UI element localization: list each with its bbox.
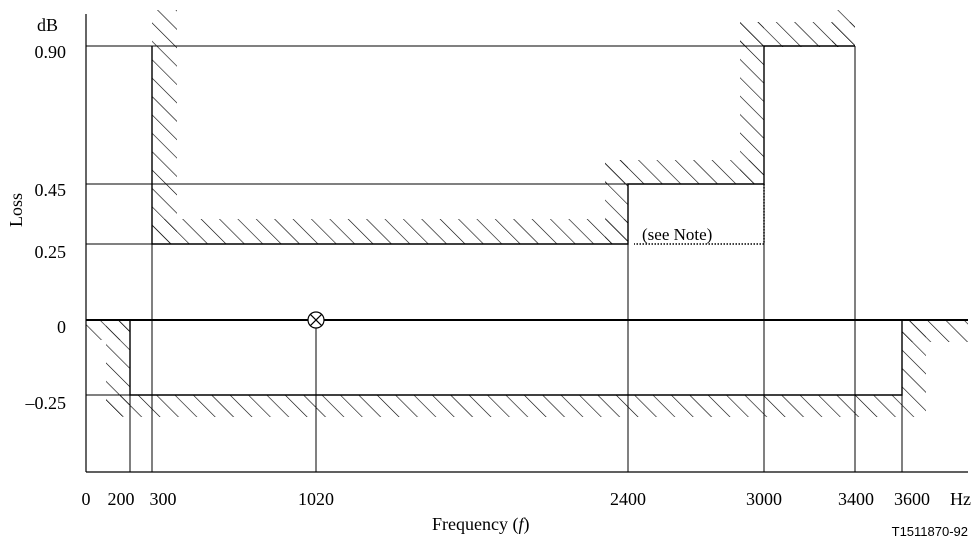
reference-point-cross-b	[309, 313, 323, 327]
hatch-upper-bottom	[152, 219, 628, 244]
y-tick-label: 0.90	[35, 42, 67, 62]
hatch-upper-left	[152, 10, 177, 244]
hatched-regions	[86, 10, 968, 417]
x-tick-label: 200	[108, 489, 135, 509]
lower-limit-line	[129, 320, 903, 396]
x-axis-title-main: Frequency (	[432, 514, 518, 535]
x-tick-label: 2400	[610, 489, 646, 509]
x-tick-label: 0	[82, 489, 91, 509]
y-tick-label: 0.45	[35, 180, 67, 200]
note-dotted-border	[634, 184, 765, 245]
x-tick-labels: 0 200 300 1020 2400 3000 3400 3600	[82, 489, 931, 509]
y-tick-label: 0.25	[35, 242, 67, 262]
y-unit-label: dB	[37, 15, 58, 35]
x-unit-label: Hz	[950, 489, 971, 509]
note-label: (see Note)	[642, 225, 712, 244]
hatch-upper-end	[832, 10, 855, 47]
x-axis-title-var: f	[518, 514, 526, 534]
reference-point-marker	[307, 311, 325, 329]
hatch-upper-step-3000	[740, 22, 764, 184]
x-tick-label: 3400	[838, 489, 874, 509]
x-tick-label: 3600	[894, 489, 930, 509]
hatch-lower-bottom	[106, 395, 902, 417]
y-tick-label: –0.25	[25, 393, 67, 413]
hatch-upper-mid	[605, 160, 764, 184]
y-tick-label: 0	[57, 317, 66, 337]
hatch-lower-right	[902, 320, 968, 342]
axes	[85, 14, 968, 473]
figure-id: T1511870-92	[892, 524, 968, 539]
y-tick-labels: dB 0.90 0.45 0.25 0 –0.25	[25, 15, 67, 413]
x-tick-label: 3000	[746, 489, 782, 509]
x-axis-title: Frequency (f)	[432, 514, 529, 535]
y-axis-title: Loss	[6, 193, 26, 227]
x-axis-title-close: )	[523, 514, 529, 535]
x-tick-label: 1020	[298, 489, 334, 509]
x-tick-label: 300	[150, 489, 177, 509]
upper-limit-line	[151, 45, 855, 245]
